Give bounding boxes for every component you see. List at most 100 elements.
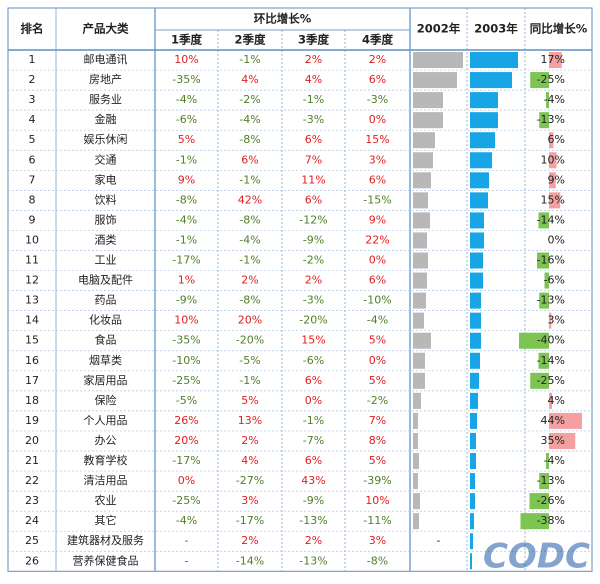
- quarter-growth: -1%: [239, 53, 260, 66]
- quarter-growth: 4%: [241, 454, 258, 467]
- rank: 23: [25, 494, 39, 507]
- bar-y2003: [470, 292, 481, 309]
- yoy-bar: [544, 272, 549, 289]
- empty-y2002: -: [437, 534, 441, 547]
- quarter-growth: -1%: [239, 374, 260, 387]
- bar-y2002: [413, 493, 420, 510]
- rank: 14: [25, 314, 39, 327]
- yoy-bar: [519, 332, 549, 349]
- quarter-growth: 10%: [174, 314, 198, 327]
- bar-y2003: [470, 52, 518, 69]
- quarter-growth: -2%: [239, 93, 260, 106]
- bar-y2002: [413, 72, 457, 89]
- category: 酒类: [95, 232, 117, 246]
- yoy-label: -13%: [537, 294, 565, 307]
- rank: 22: [25, 474, 39, 487]
- bar-y2002: [413, 172, 431, 189]
- quarter-growth: 15%: [365, 133, 389, 146]
- quarter-growth: -20%: [299, 314, 327, 327]
- quarter-growth: -3%: [367, 93, 388, 106]
- category: 服务业: [89, 93, 122, 106]
- quarter-growth: 5%: [369, 374, 386, 387]
- yoy-bar: [539, 112, 549, 129]
- bar-y2003: [470, 172, 489, 189]
- quarter-growth: 43%: [301, 474, 325, 487]
- watermark: CODC: [483, 537, 590, 577]
- rank: 10: [25, 233, 39, 246]
- yoy-bar: [538, 212, 549, 229]
- quarter-growth: -3%: [303, 113, 324, 126]
- category: 饮料: [95, 192, 117, 206]
- bar-y2002: [413, 92, 443, 109]
- category: 交通: [95, 152, 117, 166]
- category: 烟草类: [89, 353, 122, 367]
- quarter-growth: 20%: [238, 314, 262, 327]
- yoy-label: 9%: [548, 173, 565, 186]
- quarter-growth: -7%: [303, 434, 324, 447]
- yoy-label: -16%: [537, 254, 565, 267]
- bar-y2003: [470, 412, 477, 429]
- category: 电脑及配件: [78, 274, 133, 287]
- category: 金融: [95, 112, 117, 126]
- quarter-growth: 2%: [369, 53, 386, 66]
- rank: 6: [29, 153, 36, 166]
- quarter-growth: 4%: [305, 73, 322, 86]
- quarter-growth: 5%: [369, 454, 386, 467]
- yoy-label: -14%: [537, 213, 565, 226]
- header: 2季度: [234, 33, 266, 47]
- quarter-growth: -8%: [239, 213, 260, 226]
- bar-y2002: [413, 372, 425, 389]
- rank: 20: [25, 434, 39, 447]
- quarter-growth: 0%: [369, 113, 386, 126]
- quarter-growth: -25%: [172, 374, 200, 387]
- yoy-label: 44%: [541, 414, 565, 427]
- category: 个人用品: [84, 414, 128, 427]
- yoy-label: 35%: [541, 434, 565, 447]
- category: 建筑器材及服务: [67, 533, 144, 547]
- quarter-growth: -12%: [299, 213, 327, 226]
- category: 教育学校: [84, 453, 128, 467]
- quarter-growth: 5%: [241, 394, 258, 407]
- yoy-bar: [549, 132, 554, 149]
- header: 产品大类: [83, 22, 129, 36]
- quarter-growth: 3%: [369, 153, 386, 166]
- quarter-growth: 6%: [241, 153, 258, 166]
- bar-y2002: [413, 212, 430, 229]
- quarter-growth: -13%: [299, 554, 327, 567]
- quarter-growth: 3%: [241, 494, 258, 507]
- quarter-growth: 0%: [369, 254, 386, 267]
- rank: 4: [29, 113, 36, 126]
- bar-y2003: [470, 432, 476, 449]
- header: 同比增长%: [530, 22, 588, 36]
- yoy-label: -6%: [544, 274, 565, 287]
- rank: 25: [25, 534, 39, 547]
- rank: 13: [25, 294, 39, 307]
- quarter-growth: 2%: [305, 534, 322, 547]
- rank: 3: [29, 93, 36, 106]
- quarter-growth: 2%: [241, 274, 258, 287]
- quarter-growth: -9%: [176, 294, 197, 307]
- bar-y2002: [413, 332, 431, 349]
- yoy-bar: [549, 152, 557, 169]
- quarter-growth: -6%: [176, 113, 197, 126]
- yoy-label: 3%: [548, 314, 565, 327]
- yoy-bar: [549, 52, 562, 69]
- quarter-growth: 9%: [369, 213, 386, 226]
- rank: 7: [29, 173, 36, 186]
- category: 房地产: [89, 72, 122, 86]
- category: 工业: [95, 254, 117, 267]
- rank: 5: [29, 133, 36, 146]
- bar-y2003: [470, 72, 512, 89]
- yoy-bar: [530, 72, 549, 89]
- bar-y2002: [413, 292, 426, 309]
- category: 家居用品: [84, 373, 128, 387]
- rank: 15: [25, 334, 39, 347]
- yoy-label: 17%: [541, 53, 565, 66]
- bar-y2003: [470, 152, 492, 169]
- quarter-growth: 7%: [369, 414, 386, 427]
- rank: 24: [25, 514, 39, 527]
- yoy-bar: [538, 352, 549, 369]
- quarter-growth: 10%: [174, 53, 198, 66]
- quarter-growth: -2%: [303, 254, 324, 267]
- category: 食品: [95, 333, 117, 347]
